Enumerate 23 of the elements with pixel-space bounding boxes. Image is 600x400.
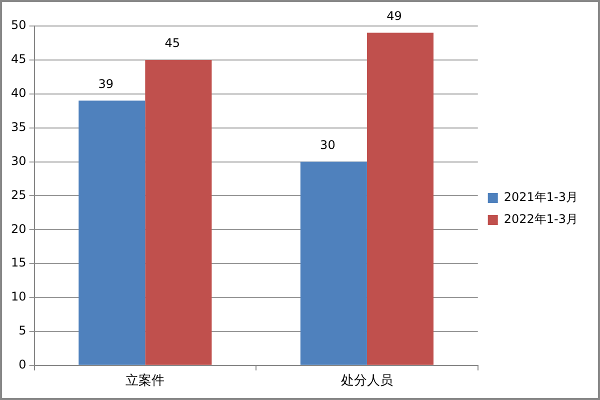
data-label: 45 [164,36,180,50]
y-tick-label: 15 [10,256,26,270]
bar [78,100,146,365]
y-tick-label: 45 [10,52,26,66]
data-label: 39 [98,76,114,91]
data-label: 30 [320,138,336,152]
bar [300,162,367,365]
y-tick-label: 35 [10,120,26,134]
y-tick-label: 20 [10,222,26,236]
x-tick-label: 立案件 [126,372,165,389]
y-tick-label: 25 [10,188,26,202]
bar [145,60,212,365]
x-tick-label: 处分人员 [340,374,393,389]
y-tick-label: 10 [10,290,26,304]
y-tick-label: 30 [10,154,26,168]
y-tick-label: 40 [10,86,26,100]
legend-label: 2022年1-3月 [504,212,578,226]
y-tick-label: 0 [18,358,26,372]
y-tick-label: 50 [10,18,26,32]
data-label: 49 [386,8,402,23]
legend-label: 2021年1-3月 [504,190,578,204]
y-tick-label: 5 [18,324,26,338]
bar [366,32,434,365]
